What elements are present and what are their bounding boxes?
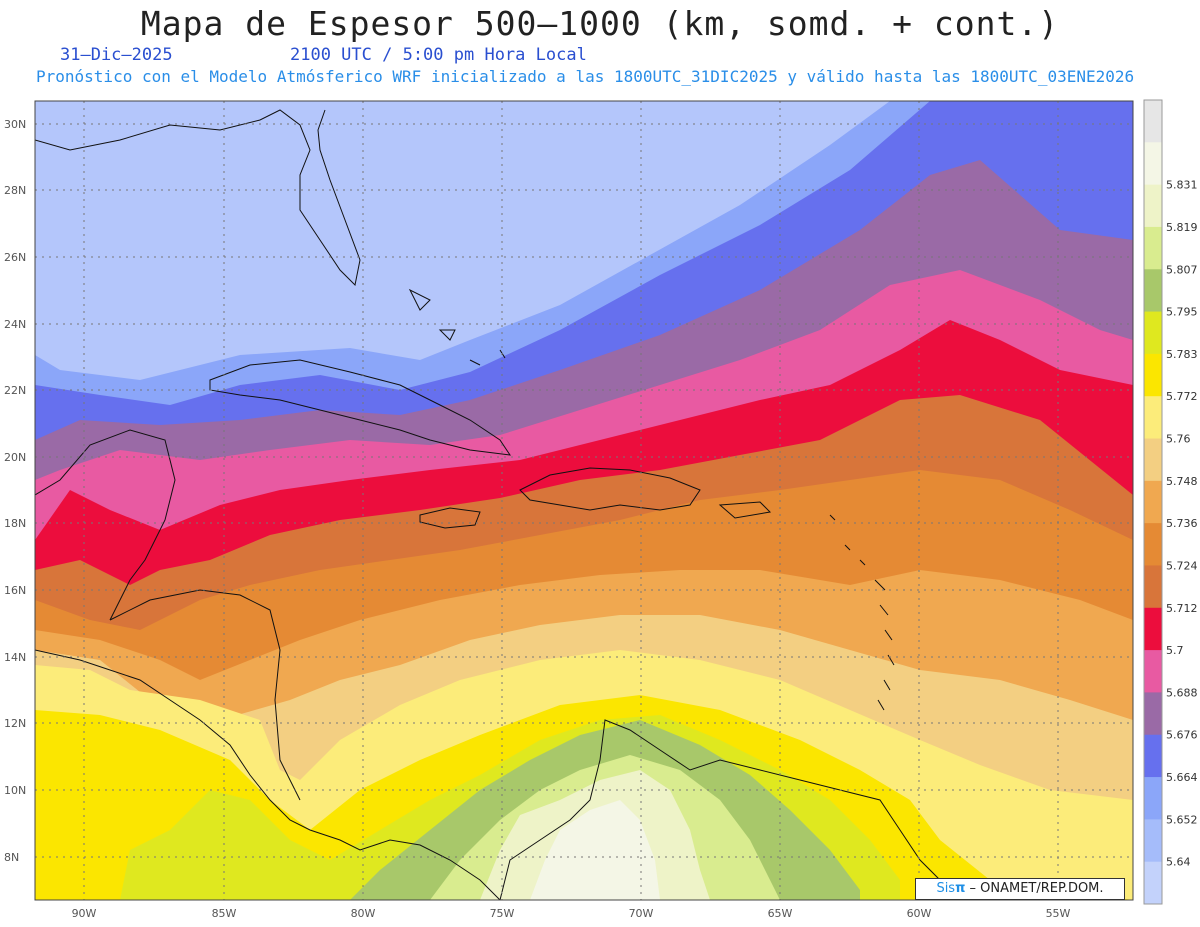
legend-swatch xyxy=(1144,819,1162,863)
lat-label: 24N xyxy=(4,318,26,331)
forecast-subtitle: Pronóstico con el Modelo Atmósferico WRF… xyxy=(36,67,1135,86)
legend-swatch xyxy=(1144,607,1162,651)
lesser-antilles xyxy=(829,514,895,711)
legend-swatch xyxy=(1144,226,1162,270)
lat-label: 16N xyxy=(4,584,26,597)
hispaniola-coast xyxy=(519,467,701,511)
legend-label: 5.795 xyxy=(1166,306,1198,319)
legend-swatch xyxy=(1144,650,1162,693)
honduras-coast xyxy=(109,589,301,801)
credit-text: – ONAMET/REP.DOM. xyxy=(969,881,1104,896)
legend-swatch xyxy=(1144,734,1162,778)
legend-label: 5.676 xyxy=(1166,729,1198,742)
legend-swatch xyxy=(1144,353,1162,397)
lon-axis: 90W 85W 80W 75W 70W 65W 60W 55W xyxy=(72,907,1071,920)
legend-label: 5.76 xyxy=(1166,433,1191,446)
legend-swatch xyxy=(1144,269,1162,313)
lon-label: 55W xyxy=(1046,907,1071,920)
legend-swatch xyxy=(1144,480,1162,524)
legend-swatch xyxy=(1144,692,1162,736)
legend-swatch xyxy=(1144,142,1162,186)
legend-label: 5.736 xyxy=(1166,517,1198,530)
legend-swatch xyxy=(1144,777,1162,820)
legend-border xyxy=(1143,99,1163,905)
lat-label: 30N xyxy=(4,118,26,131)
map-title: Mapa de Espesor 500–1000 (km, somd. + co… xyxy=(140,4,1060,43)
legend-swatch xyxy=(1144,396,1162,440)
lat-label: 22N xyxy=(4,384,26,397)
yucatan-coast xyxy=(35,429,176,621)
lat-label: 8N xyxy=(4,851,19,864)
lon-label: 75W xyxy=(490,907,515,920)
legend-swatch xyxy=(1144,565,1162,609)
legend-label: 5.652 xyxy=(1166,813,1198,826)
legend-label: 5.688 xyxy=(1166,686,1198,699)
legend-label: 5.783 xyxy=(1166,348,1198,361)
lat-label: 26N xyxy=(4,251,26,264)
jamaica-coast xyxy=(419,507,481,529)
legend-label: 5.819 xyxy=(1166,221,1198,234)
thickness-bands xyxy=(35,101,1133,900)
legend-swatch xyxy=(1144,861,1162,905)
credit-pi: π xyxy=(955,881,966,896)
lat-label: 20N xyxy=(4,451,26,464)
lat-label: 18N xyxy=(4,517,26,530)
band-5831 xyxy=(530,800,660,900)
lat-label: 12N xyxy=(4,717,26,730)
lat-label: 28N xyxy=(4,184,26,197)
lon-label: 80W xyxy=(351,907,376,920)
map-frame xyxy=(34,100,1134,901)
legend-label: 5.807 xyxy=(1166,263,1198,276)
lon-label: 70W xyxy=(629,907,654,920)
legend-label: 5.724 xyxy=(1166,559,1198,572)
lon-label: 85W xyxy=(212,907,237,920)
cuba-coast xyxy=(209,359,512,456)
legend-label: 5.772 xyxy=(1166,390,1198,403)
lon-label: 60W xyxy=(907,907,932,920)
lat-label: 10N xyxy=(4,784,26,797)
legend-swatch xyxy=(1144,523,1162,566)
legend-swatch xyxy=(1144,311,1162,355)
legend-label: 5.748 xyxy=(1166,475,1198,488)
graticule xyxy=(35,101,1133,900)
legend-swatch xyxy=(1144,100,1162,143)
legend-label: 5.7 xyxy=(1166,644,1184,657)
legend-label: 5.712 xyxy=(1166,602,1198,615)
lat-axis: 30N 28N 26N 24N 22N 20N 18N 16N 14N 12N … xyxy=(4,118,26,864)
legend-label: 5.64 xyxy=(1166,856,1191,869)
legend-swatch xyxy=(1144,184,1162,228)
puerto-rico-coast xyxy=(718,501,772,519)
forecast-date: 31–Dic–2025 xyxy=(60,45,173,65)
legend-swatch xyxy=(1144,438,1162,482)
credit-sis: Sis xyxy=(936,881,956,896)
bahamas-islands xyxy=(408,288,506,366)
florida-coast xyxy=(35,109,361,287)
lon-label: 65W xyxy=(768,907,793,920)
lat-label: 14N xyxy=(4,651,26,664)
coastlines xyxy=(35,109,1011,900)
central-america-coast xyxy=(35,649,501,900)
credit-box: Sisπ – ONAMET/REP.DOM. xyxy=(915,878,1125,900)
legend-label: 5.664 xyxy=(1166,771,1198,784)
forecast-time: 2100 UTC / 5:00 pm Hora Local xyxy=(290,45,587,65)
color-legend: 5.831 5.819 5.807 5.795 5.783 5.772 5.76 5.748 5… xyxy=(1143,99,1198,905)
south-america-coast xyxy=(499,719,1011,900)
legend-label: 5.831 xyxy=(1166,179,1198,192)
lon-label: 90W xyxy=(72,907,97,920)
